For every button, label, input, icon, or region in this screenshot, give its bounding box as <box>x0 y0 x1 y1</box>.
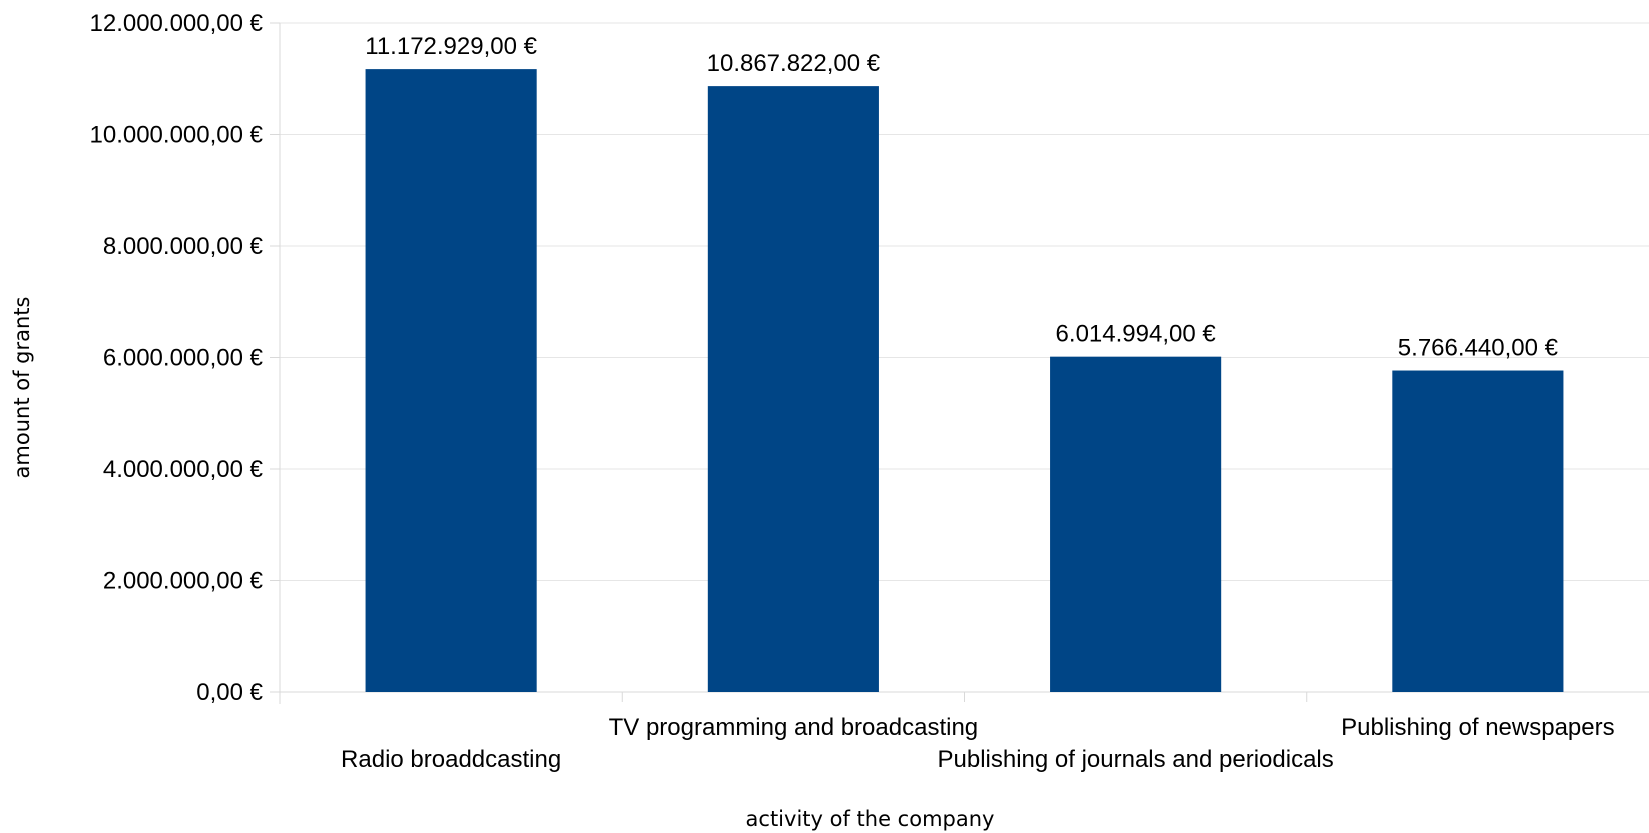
y-axis-title: amount of grants <box>10 297 34 479</box>
x-axis-category-labels: Radio broaddcasting TV programming and br… <box>341 714 1615 773</box>
x-category-label: TV programming and broadcasting <box>609 714 979 741</box>
y-tick-label: 10.000.000,00 € <box>90 122 264 149</box>
bar <box>1050 356 1222 692</box>
y-tick-label: 4.000.000,00 € <box>103 456 264 483</box>
y-axis-ticks: 0,00 € 2.000.000,00 € 4.000.000,00 € 6.000.… <box>90 10 264 706</box>
y-tick-label: 0,00 € <box>196 679 263 706</box>
data-label: 5.766.440,00 € <box>1398 335 1559 362</box>
x-axis-title: activity of the company <box>746 807 995 831</box>
data-label: 10.867.822,00 € <box>707 50 881 77</box>
y-tick-label: 6.000.000,00 € <box>103 345 264 372</box>
x-category-label: Radio broaddcasting <box>341 746 561 773</box>
bar <box>365 69 537 693</box>
x-category-label: Publishing of journals and periodicals <box>938 746 1334 773</box>
y-tick-label: 2.000.000,00 € <box>103 568 264 595</box>
y-tick-label: 8.000.000,00 € <box>103 233 264 260</box>
bar <box>1392 370 1564 692</box>
bars <box>365 69 1564 693</box>
y-tick-label: 12.000.000,00 € <box>90 10 264 37</box>
bar <box>707 86 879 693</box>
data-label: 6.014.994,00 € <box>1056 321 1217 348</box>
x-category-label: Publishing of newspapers <box>1341 714 1615 741</box>
data-labels: 11.172.929,00 € 10.867.822,00 € 6.014.994,… <box>365 33 1558 361</box>
data-label: 11.172.929,00 € <box>365 33 537 60</box>
